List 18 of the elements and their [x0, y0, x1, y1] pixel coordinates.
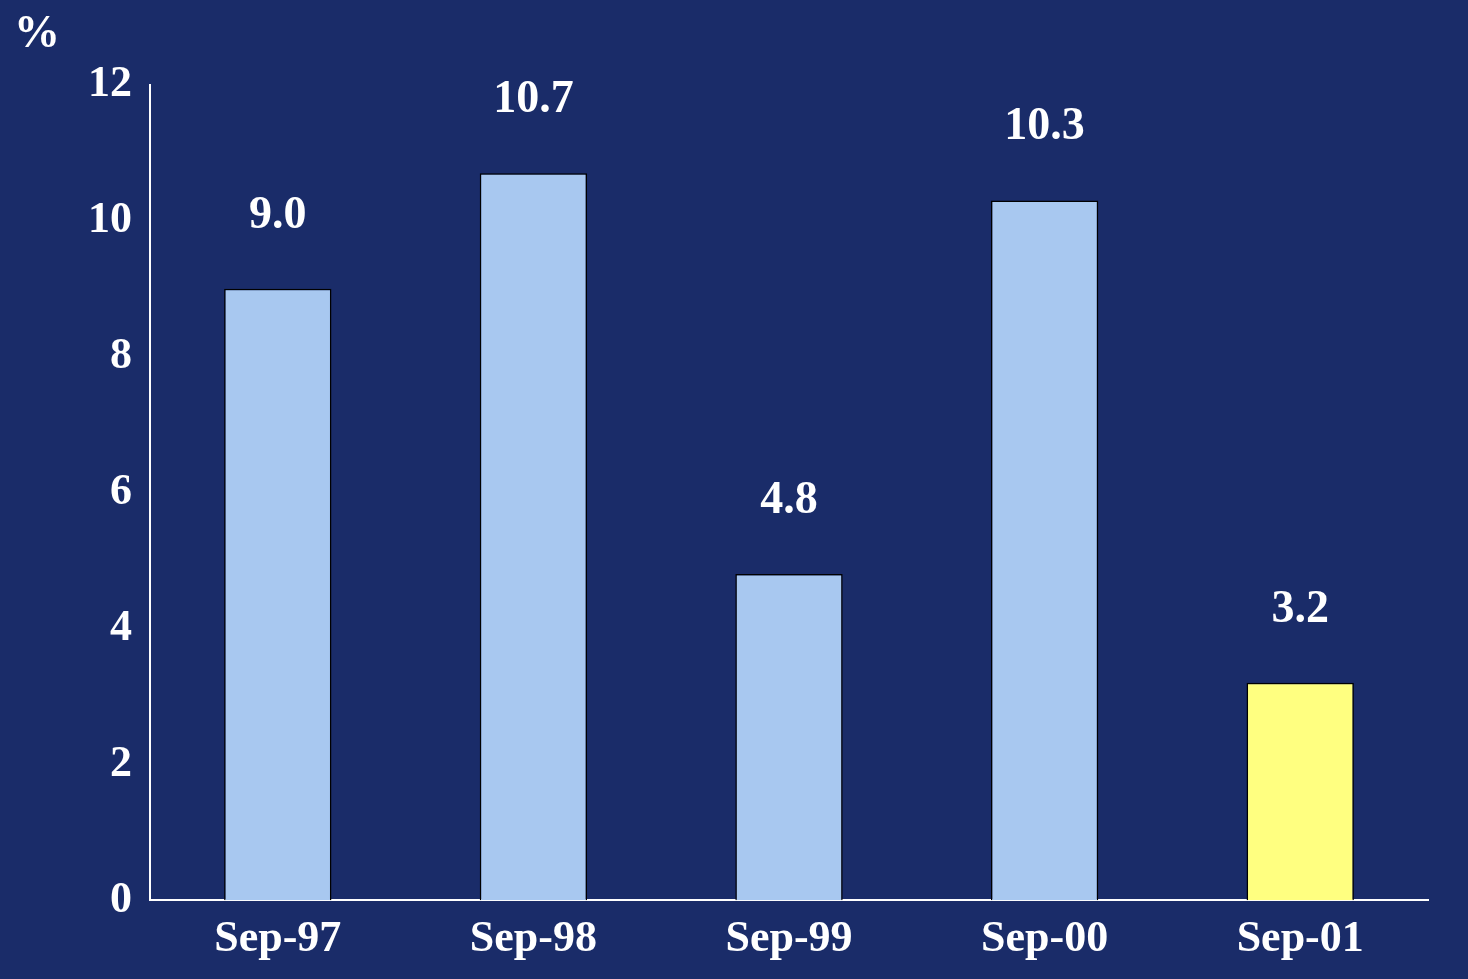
x-tick-label: Sep-98: [469, 911, 597, 961]
data-label: 4.8: [760, 472, 818, 524]
y-tick-label: 10: [88, 193, 132, 243]
x-tick-label: Sep-99: [725, 911, 853, 961]
data-label: 10.3: [1004, 98, 1085, 150]
y-tick-label: 8: [110, 329, 132, 379]
y-tick-label: 12: [88, 57, 132, 107]
y-tick-label: 2: [110, 736, 132, 786]
x-tick-label: Sep-00: [981, 911, 1109, 961]
x-tick-label: Sep-97: [214, 911, 342, 961]
data-label: 3.2: [1271, 580, 1329, 632]
y-tick-label: 0: [110, 872, 132, 922]
y-tick-label: 6: [110, 464, 132, 514]
y-tick-label: 4: [110, 600, 132, 650]
data-label: 9.0: [249, 186, 307, 238]
data-label: 10.7: [493, 71, 574, 123]
x-tick-label: Sep-01: [1236, 911, 1364, 961]
y-axis-title: %: [14, 5, 60, 57]
